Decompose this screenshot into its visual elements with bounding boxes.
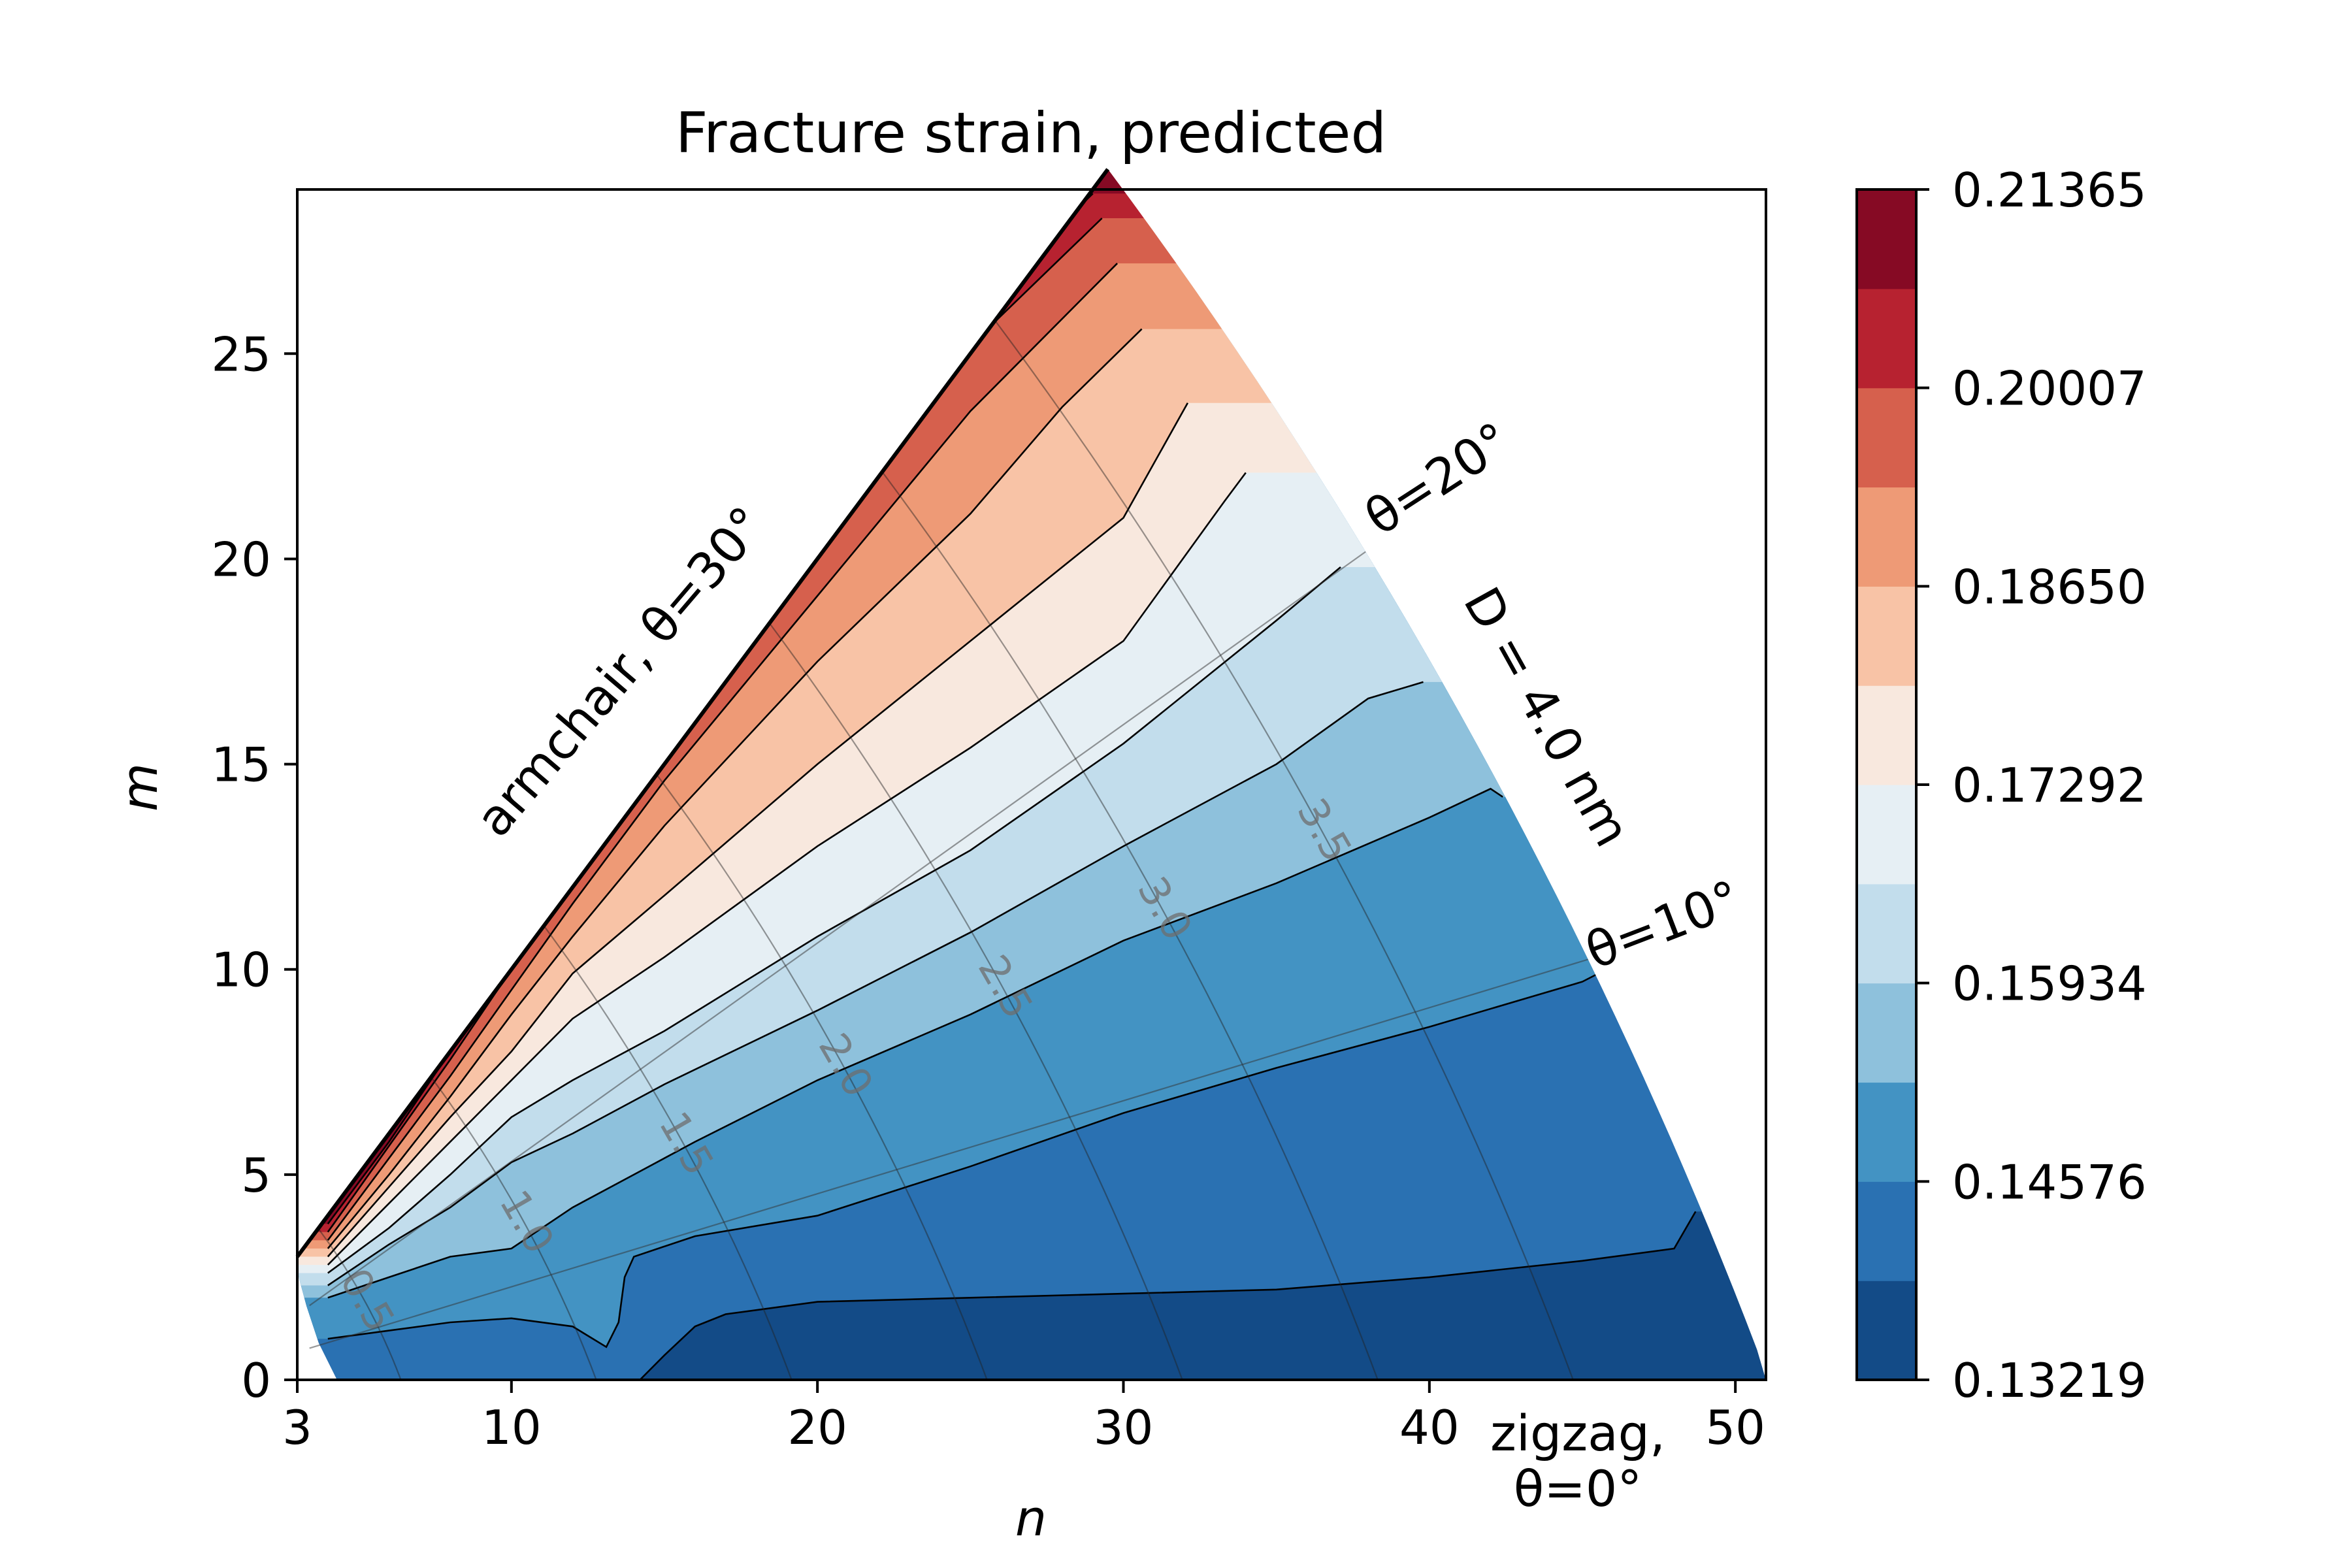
x-tick-label: 3 xyxy=(282,1400,312,1455)
diameter-isoline xyxy=(430,1077,597,1380)
colorbar-swatch xyxy=(1857,685,1916,785)
colorbar-tick-label: 0.21365 xyxy=(1952,163,2147,218)
x-tick-label: 10 xyxy=(482,1400,542,1455)
chart-title: Fracture strain, predicted xyxy=(676,101,1386,166)
x-tick-label: 50 xyxy=(1705,1400,1765,1455)
contour-line-9 xyxy=(327,263,1119,1241)
colorbar-tick-label: 0.13219 xyxy=(1952,1353,2147,1408)
colorbar-tick-label: 0.17292 xyxy=(1952,758,2147,813)
colorbar-swatch xyxy=(1857,883,1916,984)
y-axis-label: m xyxy=(110,763,169,811)
theta10-annotation: θ=10° xyxy=(1578,869,1748,981)
plot-frame xyxy=(296,188,1767,1381)
contour-line-2 xyxy=(327,960,1623,1348)
colorbar-swatch xyxy=(1857,387,1916,488)
colorbar-tick-label: 0.15934 xyxy=(1952,956,2147,1011)
colorbar-swatch xyxy=(1857,1181,1916,1281)
y-axis: 0 5 10 15 20 25 xyxy=(211,327,297,1408)
contour-line-6 xyxy=(327,472,1247,1266)
contour-line-4 xyxy=(327,681,1424,1286)
y-tick-label: 15 xyxy=(211,738,271,792)
y-tick-label: 0 xyxy=(241,1353,271,1408)
diameter-isoline xyxy=(994,320,1574,1380)
y-tick-label: 5 xyxy=(241,1148,271,1203)
colorbar-swatch xyxy=(1857,586,1916,686)
diameter-isoline xyxy=(656,774,988,1380)
zigzag-annotation-line1: zigzag, xyxy=(1490,1404,1665,1462)
armchair-edge-line xyxy=(295,168,1110,1258)
contour-fills xyxy=(297,169,1766,1380)
colorbar-swatch xyxy=(1857,983,1916,1083)
colorbar: 0.21365 0.20007 0.18650 0.17292 0.15934 0.145… xyxy=(1855,163,2147,1408)
y-tick-label: 20 xyxy=(211,532,271,587)
diameter-isoline xyxy=(318,1228,402,1380)
x-tick-label: 40 xyxy=(1399,1400,1460,1455)
x-tick-label: 20 xyxy=(787,1400,847,1455)
theta20-annotation: θ=20° xyxy=(1355,411,1521,547)
contour-line-5 xyxy=(327,566,1341,1274)
x-axis-label: n xyxy=(1015,1489,1047,1547)
contour-line-7 xyxy=(327,402,1189,1258)
contour-line-3 xyxy=(327,787,1503,1299)
colorbar-swatch xyxy=(1857,1281,1916,1380)
colorbar-swatch xyxy=(1857,189,1916,289)
colorbar-swatch xyxy=(1857,288,1916,389)
diameter-isoline xyxy=(881,471,1379,1380)
colorbar-swatch xyxy=(1857,785,1916,885)
colorbar-tick-label: 0.14576 xyxy=(1952,1154,2147,1209)
colorbar-swatch xyxy=(1857,1082,1916,1182)
diameter-isoline xyxy=(543,925,792,1380)
x-axis: 3 10 20 30 40 50 xyxy=(282,1380,1765,1455)
colorbar-tick-label: 0.20007 xyxy=(1952,361,2147,416)
contour-line-1 xyxy=(639,1211,1697,1380)
chirality-line xyxy=(309,958,1589,1349)
colorbar-swatch xyxy=(1857,487,1916,587)
chirality-line xyxy=(309,551,1366,1307)
x-tick-label: 30 xyxy=(1094,1400,1154,1455)
zigzag-annotation-line2: θ=0° xyxy=(1514,1460,1642,1518)
contour-line-8 xyxy=(327,328,1143,1249)
y-tick-label: 25 xyxy=(211,327,271,382)
y-tick-label: 10 xyxy=(211,943,271,998)
colorbar-tick-label: 0.18650 xyxy=(1952,559,2147,614)
diameter-isoline xyxy=(768,623,1183,1380)
plot-area: 0.51.01.52.02.53.03.5 xyxy=(295,168,1767,1381)
